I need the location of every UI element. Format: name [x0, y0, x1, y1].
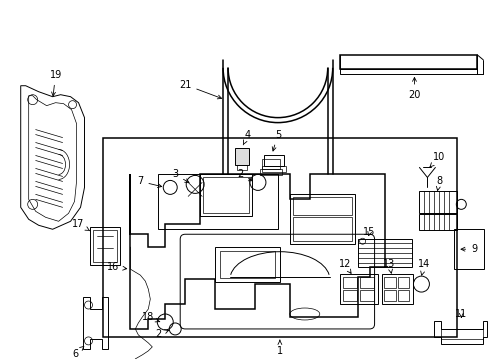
Bar [419, 192, 456, 213]
Bar [419, 214, 456, 230]
Bar [383, 290, 395, 301]
Bar [215, 247, 279, 282]
Text: 7: 7 [137, 176, 162, 188]
Text: 12: 12 [338, 259, 350, 273]
Text: 17: 17 [72, 219, 90, 231]
Bar [262, 166, 285, 172]
Bar [339, 55, 476, 69]
Text: 16: 16 [107, 262, 126, 272]
Bar [342, 290, 356, 301]
Text: 6: 6 [72, 346, 83, 359]
Text: 10: 10 [429, 153, 445, 167]
Text: 8: 8 [435, 176, 442, 190]
Bar [441, 329, 482, 339]
Text: 2: 2 [155, 329, 168, 339]
Bar [357, 239, 411, 267]
Bar [339, 69, 476, 74]
Bar [260, 170, 281, 175]
Text: 20: 20 [407, 77, 420, 100]
Bar [397, 277, 408, 288]
Bar [264, 154, 284, 166]
Bar [383, 277, 395, 288]
Bar [397, 290, 408, 301]
Bar [90, 227, 120, 265]
Bar [359, 277, 373, 288]
Bar [237, 166, 246, 170]
Bar [342, 277, 356, 288]
Bar [220, 251, 274, 278]
Text: 19: 19 [49, 70, 61, 96]
Bar [200, 175, 251, 216]
Bar [292, 217, 351, 241]
Bar [289, 194, 354, 244]
Bar [359, 290, 373, 301]
Bar [453, 229, 483, 269]
Bar [339, 274, 377, 304]
Text: 14: 14 [417, 259, 429, 275]
Text: 1: 1 [276, 340, 283, 356]
Bar [93, 230, 117, 262]
Bar [203, 177, 248, 213]
Bar [103, 138, 456, 337]
Text: 4: 4 [243, 130, 250, 145]
Bar [292, 197, 351, 215]
Bar [262, 159, 279, 170]
Text: 21: 21 [179, 80, 221, 99]
Text: 11: 11 [454, 309, 467, 319]
Text: 5: 5 [272, 130, 281, 151]
Text: 9: 9 [460, 244, 476, 254]
Text: 13: 13 [383, 259, 395, 273]
Text: 2: 2 [236, 170, 252, 181]
Bar [158, 175, 277, 229]
Text: 18: 18 [142, 312, 160, 322]
Bar [381, 274, 413, 304]
Text: 15: 15 [363, 227, 375, 237]
Bar [235, 148, 248, 166]
Text: 3: 3 [172, 170, 188, 183]
